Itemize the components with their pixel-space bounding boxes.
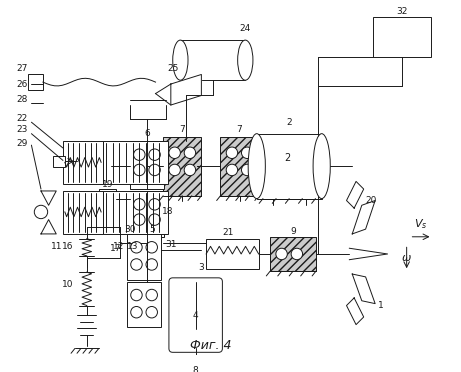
- Polygon shape: [349, 244, 383, 263]
- Polygon shape: [347, 298, 364, 325]
- Bar: [127, 234, 161, 280]
- Text: 19: 19: [102, 180, 113, 189]
- Bar: [63, 191, 103, 234]
- Text: 21: 21: [222, 228, 234, 237]
- Text: 22: 22: [16, 114, 28, 123]
- Circle shape: [226, 164, 238, 176]
- Text: 7: 7: [236, 125, 242, 134]
- Text: $\omega$: $\omega$: [401, 253, 412, 263]
- Polygon shape: [352, 274, 375, 304]
- Bar: [130, 191, 164, 237]
- FancyBboxPatch shape: [169, 278, 222, 352]
- Circle shape: [131, 259, 142, 270]
- Circle shape: [149, 214, 160, 225]
- Bar: [53, 155, 65, 167]
- Text: 5: 5: [149, 225, 154, 234]
- Bar: [127, 282, 161, 327]
- Text: 32: 32: [396, 7, 408, 16]
- Circle shape: [34, 205, 47, 219]
- Text: 30: 30: [124, 225, 136, 234]
- Polygon shape: [347, 182, 364, 208]
- Circle shape: [184, 164, 195, 176]
- Text: 4: 4: [193, 311, 199, 320]
- Circle shape: [184, 147, 195, 158]
- Circle shape: [131, 241, 142, 253]
- Circle shape: [146, 259, 158, 270]
- Text: 6: 6: [144, 129, 150, 138]
- Circle shape: [242, 164, 253, 176]
- Bar: [99, 189, 117, 208]
- Text: 12: 12: [112, 242, 124, 251]
- Circle shape: [146, 241, 158, 253]
- Text: 24: 24: [240, 24, 251, 33]
- Text: 23: 23: [16, 125, 28, 134]
- Bar: [180, 40, 245, 80]
- Text: 3: 3: [199, 263, 204, 272]
- Polygon shape: [352, 201, 375, 234]
- Text: 28: 28: [16, 95, 28, 104]
- Bar: [257, 134, 322, 199]
- Circle shape: [226, 147, 238, 158]
- Ellipse shape: [238, 40, 253, 80]
- Text: 16: 16: [62, 242, 73, 251]
- Text: 1: 1: [378, 301, 384, 310]
- Circle shape: [169, 164, 180, 176]
- Bar: [63, 141, 103, 184]
- Circle shape: [291, 248, 302, 260]
- Bar: [28, 74, 43, 90]
- Circle shape: [149, 199, 160, 210]
- Bar: [220, 137, 259, 196]
- Text: Фиг. 4: Фиг. 4: [190, 339, 232, 352]
- Text: 25: 25: [167, 64, 178, 73]
- Text: 2: 2: [284, 153, 290, 163]
- Polygon shape: [171, 74, 201, 105]
- Circle shape: [276, 248, 287, 260]
- Circle shape: [131, 289, 142, 301]
- Text: 20: 20: [366, 196, 377, 205]
- Bar: [163, 137, 201, 196]
- Text: 7: 7: [179, 125, 185, 134]
- Bar: [130, 141, 164, 189]
- Text: 13: 13: [127, 242, 138, 251]
- Circle shape: [149, 149, 160, 160]
- Bar: [270, 237, 316, 271]
- Ellipse shape: [248, 134, 266, 199]
- Text: 8: 8: [193, 366, 199, 372]
- Circle shape: [134, 214, 145, 225]
- Text: 27: 27: [16, 64, 28, 73]
- Circle shape: [146, 289, 158, 301]
- Circle shape: [134, 199, 145, 210]
- Bar: [206, 239, 259, 269]
- Circle shape: [242, 147, 253, 158]
- Text: 18: 18: [162, 208, 174, 217]
- Bar: [103, 141, 168, 184]
- Circle shape: [169, 147, 180, 158]
- Ellipse shape: [313, 134, 330, 199]
- Text: 10: 10: [62, 280, 73, 289]
- Text: 29: 29: [16, 139, 28, 148]
- Text: $V_s$: $V_s$: [414, 218, 428, 231]
- Bar: [373, 17, 431, 57]
- Circle shape: [134, 164, 145, 176]
- Circle shape: [146, 307, 158, 318]
- Text: 2: 2: [286, 118, 292, 127]
- Circle shape: [131, 307, 142, 318]
- Bar: [103, 191, 168, 234]
- Circle shape: [134, 149, 145, 160]
- Polygon shape: [41, 219, 56, 234]
- Text: 26: 26: [16, 80, 28, 89]
- Text: 17: 17: [110, 244, 121, 253]
- Text: 9: 9: [290, 227, 296, 235]
- Polygon shape: [41, 191, 56, 205]
- Text: 31: 31: [165, 240, 177, 249]
- Ellipse shape: [173, 40, 188, 80]
- Text: 11: 11: [51, 242, 62, 251]
- Circle shape: [149, 164, 160, 176]
